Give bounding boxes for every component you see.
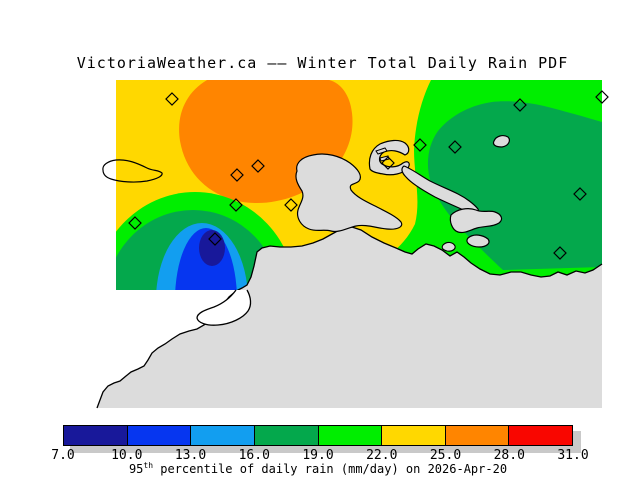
contour-core-7-10 — [199, 230, 225, 266]
station-markers — [128, 90, 609, 260]
station-marker-diamond-icon — [251, 159, 265, 173]
island-small-east — [492, 135, 510, 148]
colorbar-tick-label: 28.0 — [493, 448, 525, 463]
caption-superscript: th — [143, 461, 154, 470]
station-marker-diamond-icon — [128, 216, 142, 230]
station-marker-diamond-icon — [413, 138, 427, 152]
colorbar-ticks: 7.0 10.0 13.0 16.0 19.0 22.0 25.0 28.0 31.0 — [51, 448, 588, 463]
island-archipelago-2 — [466, 234, 490, 248]
station-marker-diamond-icon — [595, 90, 609, 104]
islet-bay-1 — [375, 147, 388, 155]
coastline-notch — [196, 289, 252, 326]
land-olympic-peninsula — [97, 227, 602, 408]
colorbar-segment — [190, 426, 254, 445]
land-layer — [96, 135, 603, 409]
sea-notch-port-angeles — [197, 290, 251, 326]
colorbar-segment — [64, 426, 127, 445]
station-marker-diamond-icon — [229, 198, 243, 212]
colorbar-segment — [444, 426, 509, 445]
land-victoria-tip — [295, 153, 403, 233]
contour-field — [116, 80, 602, 290]
island-outline-west — [102, 159, 163, 183]
colorbar-tick-label: 25.0 — [429, 448, 462, 463]
colorbar-tick-label: 19.0 — [302, 448, 334, 463]
caption-percentile: 95 — [128, 462, 144, 476]
colorbar-tick-label: 31.0 — [557, 448, 589, 463]
colorbar-segment — [381, 426, 445, 445]
colorbar-tick-label: 10.0 — [111, 448, 143, 463]
station-marker-diamond-icon — [448, 140, 462, 154]
colorbar-segment — [317, 426, 382, 445]
island-archipelago-1 — [449, 208, 503, 234]
station-marker-diamond-icon — [284, 198, 298, 212]
island-archipelago-3 — [441, 241, 456, 252]
station-marker-diamond-icon — [208, 232, 222, 246]
colorbar-tick-label: 13.0 — [174, 448, 207, 463]
caption-text: percentile of daily rain (mm/day) on 202… — [153, 462, 508, 476]
station-marker-diamond-icon — [230, 168, 244, 182]
colorbar-tick-label: 16.0 — [238, 448, 270, 463]
station-marker-diamond-icon — [513, 98, 527, 112]
colorbar-tick-label: 7.0 — [51, 448, 75, 463]
colorbar-segment — [126, 426, 191, 445]
station-marker-diamond-icon — [573, 187, 587, 201]
colorbar-segment — [508, 426, 572, 445]
colorbar-tick-label: 22.0 — [366, 448, 398, 463]
station-marker-diamond-icon — [165, 92, 179, 106]
colorbar-segment — [253, 426, 318, 445]
plot-title: VictoriaWeather.ca –– Winter Total Daily… — [76, 54, 569, 72]
colorbar — [63, 425, 573, 446]
station-marker-diamond-icon — [381, 156, 395, 170]
coastline-south — [96, 226, 603, 409]
colorbar-caption: 95th percentile of daily rain (mm/day) o… — [38, 461, 598, 476]
islet-bay-2 — [379, 155, 390, 162]
station-marker-diamond-icon — [553, 246, 567, 260]
